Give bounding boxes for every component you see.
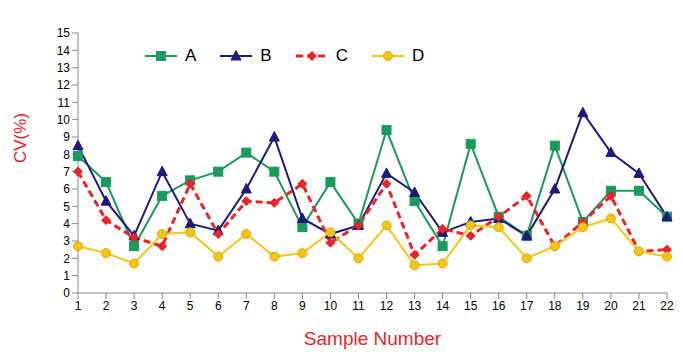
svg-text:16: 16	[492, 299, 506, 313]
svg-text:1: 1	[75, 299, 82, 313]
svg-text:Sample Number: Sample Number	[304, 328, 442, 349]
svg-text:2: 2	[103, 299, 110, 313]
svg-text:9: 9	[299, 299, 306, 313]
svg-text:15: 15	[57, 26, 71, 40]
html-text:A: A	[185, 46, 197, 65]
svg-text:12: 12	[57, 78, 71, 92]
svg-text:2: 2	[63, 252, 70, 266]
svg-text:9: 9	[63, 130, 70, 144]
svg-text:3: 3	[63, 234, 70, 248]
svg-text:10: 10	[324, 299, 338, 313]
svg-text:13: 13	[408, 299, 422, 313]
svg-text:12: 12	[380, 299, 394, 313]
svg-text:10: 10	[57, 113, 71, 127]
svg-text:14: 14	[436, 299, 450, 313]
html-text:D: D	[412, 46, 425, 65]
svg-text:20: 20	[604, 299, 618, 313]
svg-text:8: 8	[271, 299, 278, 313]
svg-text:7: 7	[243, 299, 250, 313]
svg-text:11: 11	[58, 96, 71, 110]
svg-text:6: 6	[215, 299, 222, 313]
svg-text:5: 5	[63, 200, 70, 214]
svg-text:14: 14	[57, 44, 71, 58]
svg-text:7: 7	[63, 165, 70, 179]
svg-text:22: 22	[660, 299, 674, 313]
svg-text:6: 6	[63, 182, 70, 196]
html-text:B: B	[260, 46, 272, 65]
svg-text:1: 1	[63, 269, 70, 283]
svg-text:11: 11	[352, 299, 365, 313]
svg-text:15: 15	[464, 299, 478, 313]
svg-text:5: 5	[187, 299, 194, 313]
svg-text:13: 13	[57, 61, 71, 75]
html-text:C: C	[335, 46, 348, 65]
svg-text:8: 8	[63, 148, 70, 162]
svg-text:CV(%): CV(%)	[11, 113, 30, 163]
svg-text:3: 3	[131, 299, 138, 313]
svg-text:18: 18	[548, 299, 562, 313]
svg-text:0: 0	[63, 286, 70, 300]
svg-text:4: 4	[63, 217, 70, 231]
svg-text:21: 21	[632, 299, 646, 313]
svg-text:4: 4	[159, 299, 166, 313]
svg-text:19: 19	[576, 299, 590, 313]
svg-text:17: 17	[520, 299, 534, 313]
